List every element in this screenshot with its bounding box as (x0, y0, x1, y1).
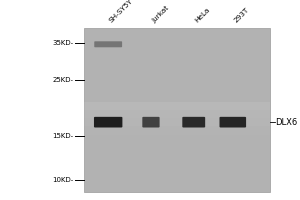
Bar (84, 102, 270, 110)
Text: SH-SY5Y: SH-SY5Y (108, 0, 134, 24)
Bar (84, 118, 270, 126)
Bar (84, 110, 270, 118)
Text: Jurkat: Jurkat (151, 5, 170, 24)
Bar (84, 126, 270, 135)
FancyBboxPatch shape (142, 117, 160, 127)
Text: HeLa: HeLa (194, 7, 211, 24)
FancyBboxPatch shape (94, 41, 122, 47)
Text: 25KD-: 25KD- (52, 77, 74, 83)
Text: 10KD-: 10KD- (52, 177, 74, 183)
FancyBboxPatch shape (94, 117, 122, 127)
Text: DLX6: DLX6 (275, 118, 298, 127)
Text: 15KD-: 15KD- (52, 133, 74, 139)
Bar (84, 28, 270, 192)
Text: 35KD-: 35KD- (52, 40, 74, 46)
Text: 293T: 293T (233, 7, 250, 24)
Bar (84, 135, 270, 143)
FancyBboxPatch shape (182, 117, 205, 127)
FancyBboxPatch shape (220, 117, 246, 127)
